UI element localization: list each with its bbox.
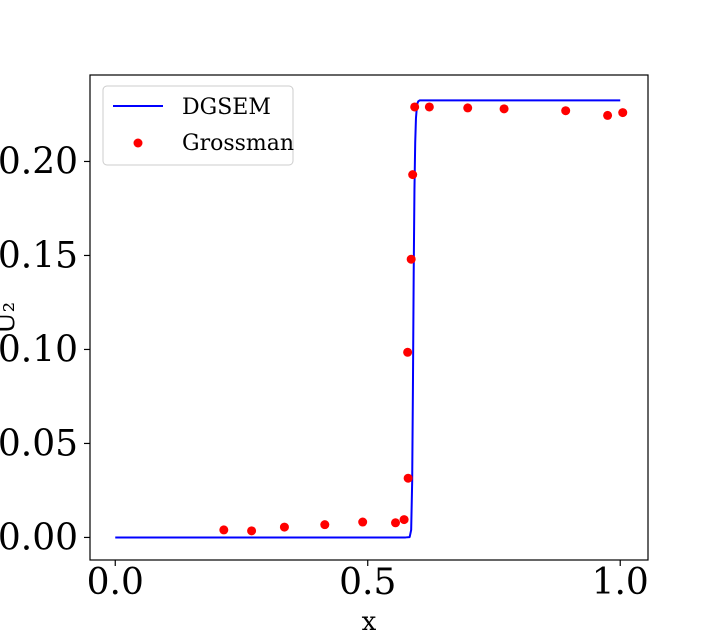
data-point-grossman: [279, 522, 289, 532]
data-point-grossman: [408, 170, 418, 180]
data-point-grossman: [618, 108, 628, 118]
data-point-grossman: [320, 520, 330, 530]
data-point-grossman: [499, 104, 509, 114]
legend-label-dgsem: DGSEM: [182, 95, 271, 120]
y-axis-label: U₂: [0, 302, 21, 334]
data-point-grossman: [406, 254, 416, 264]
y-tick-label: 0.20: [0, 141, 78, 182]
y-axis-ticks: 0.00 0.05 0.10 0.15 0.20: [0, 141, 90, 558]
legend-swatch-grossman: [133, 138, 143, 148]
series-layer: [115, 99, 628, 539]
data-point-grossman: [424, 102, 434, 112]
x-axis-ticks: 0.0 0.5 1.0: [87, 560, 649, 603]
y-tick-label: 0.00: [0, 517, 78, 558]
data-point-grossman: [410, 102, 420, 112]
x-tick-label: 0.0: [87, 562, 144, 603]
y-tick-label: 0.05: [0, 423, 78, 464]
data-point-grossman: [463, 103, 473, 113]
legend-label-grossman: Grossman: [182, 131, 294, 156]
data-point-grossman: [603, 110, 613, 120]
data-point-grossman: [403, 473, 413, 483]
data-point-grossman: [219, 525, 229, 535]
x-axis-label: x: [362, 607, 377, 630]
series-line-dgsem: [115, 99, 621, 539]
legend: DGSEM Grossman: [102, 85, 294, 166]
y-tick-label: 0.15: [0, 235, 78, 276]
data-point-grossman: [403, 347, 413, 357]
x-tick-label: 0.5: [339, 562, 396, 603]
plot-frame: [89, 74, 649, 561]
data-point-grossman: [561, 106, 571, 116]
data-point-grossman: [247, 526, 257, 536]
data-point-grossman: [399, 515, 409, 525]
data-point-grossman: [391, 518, 401, 528]
data-point-grossman: [358, 517, 368, 527]
y-tick-label: 0.10: [0, 329, 78, 370]
x-tick-label: 1.0: [592, 562, 649, 603]
